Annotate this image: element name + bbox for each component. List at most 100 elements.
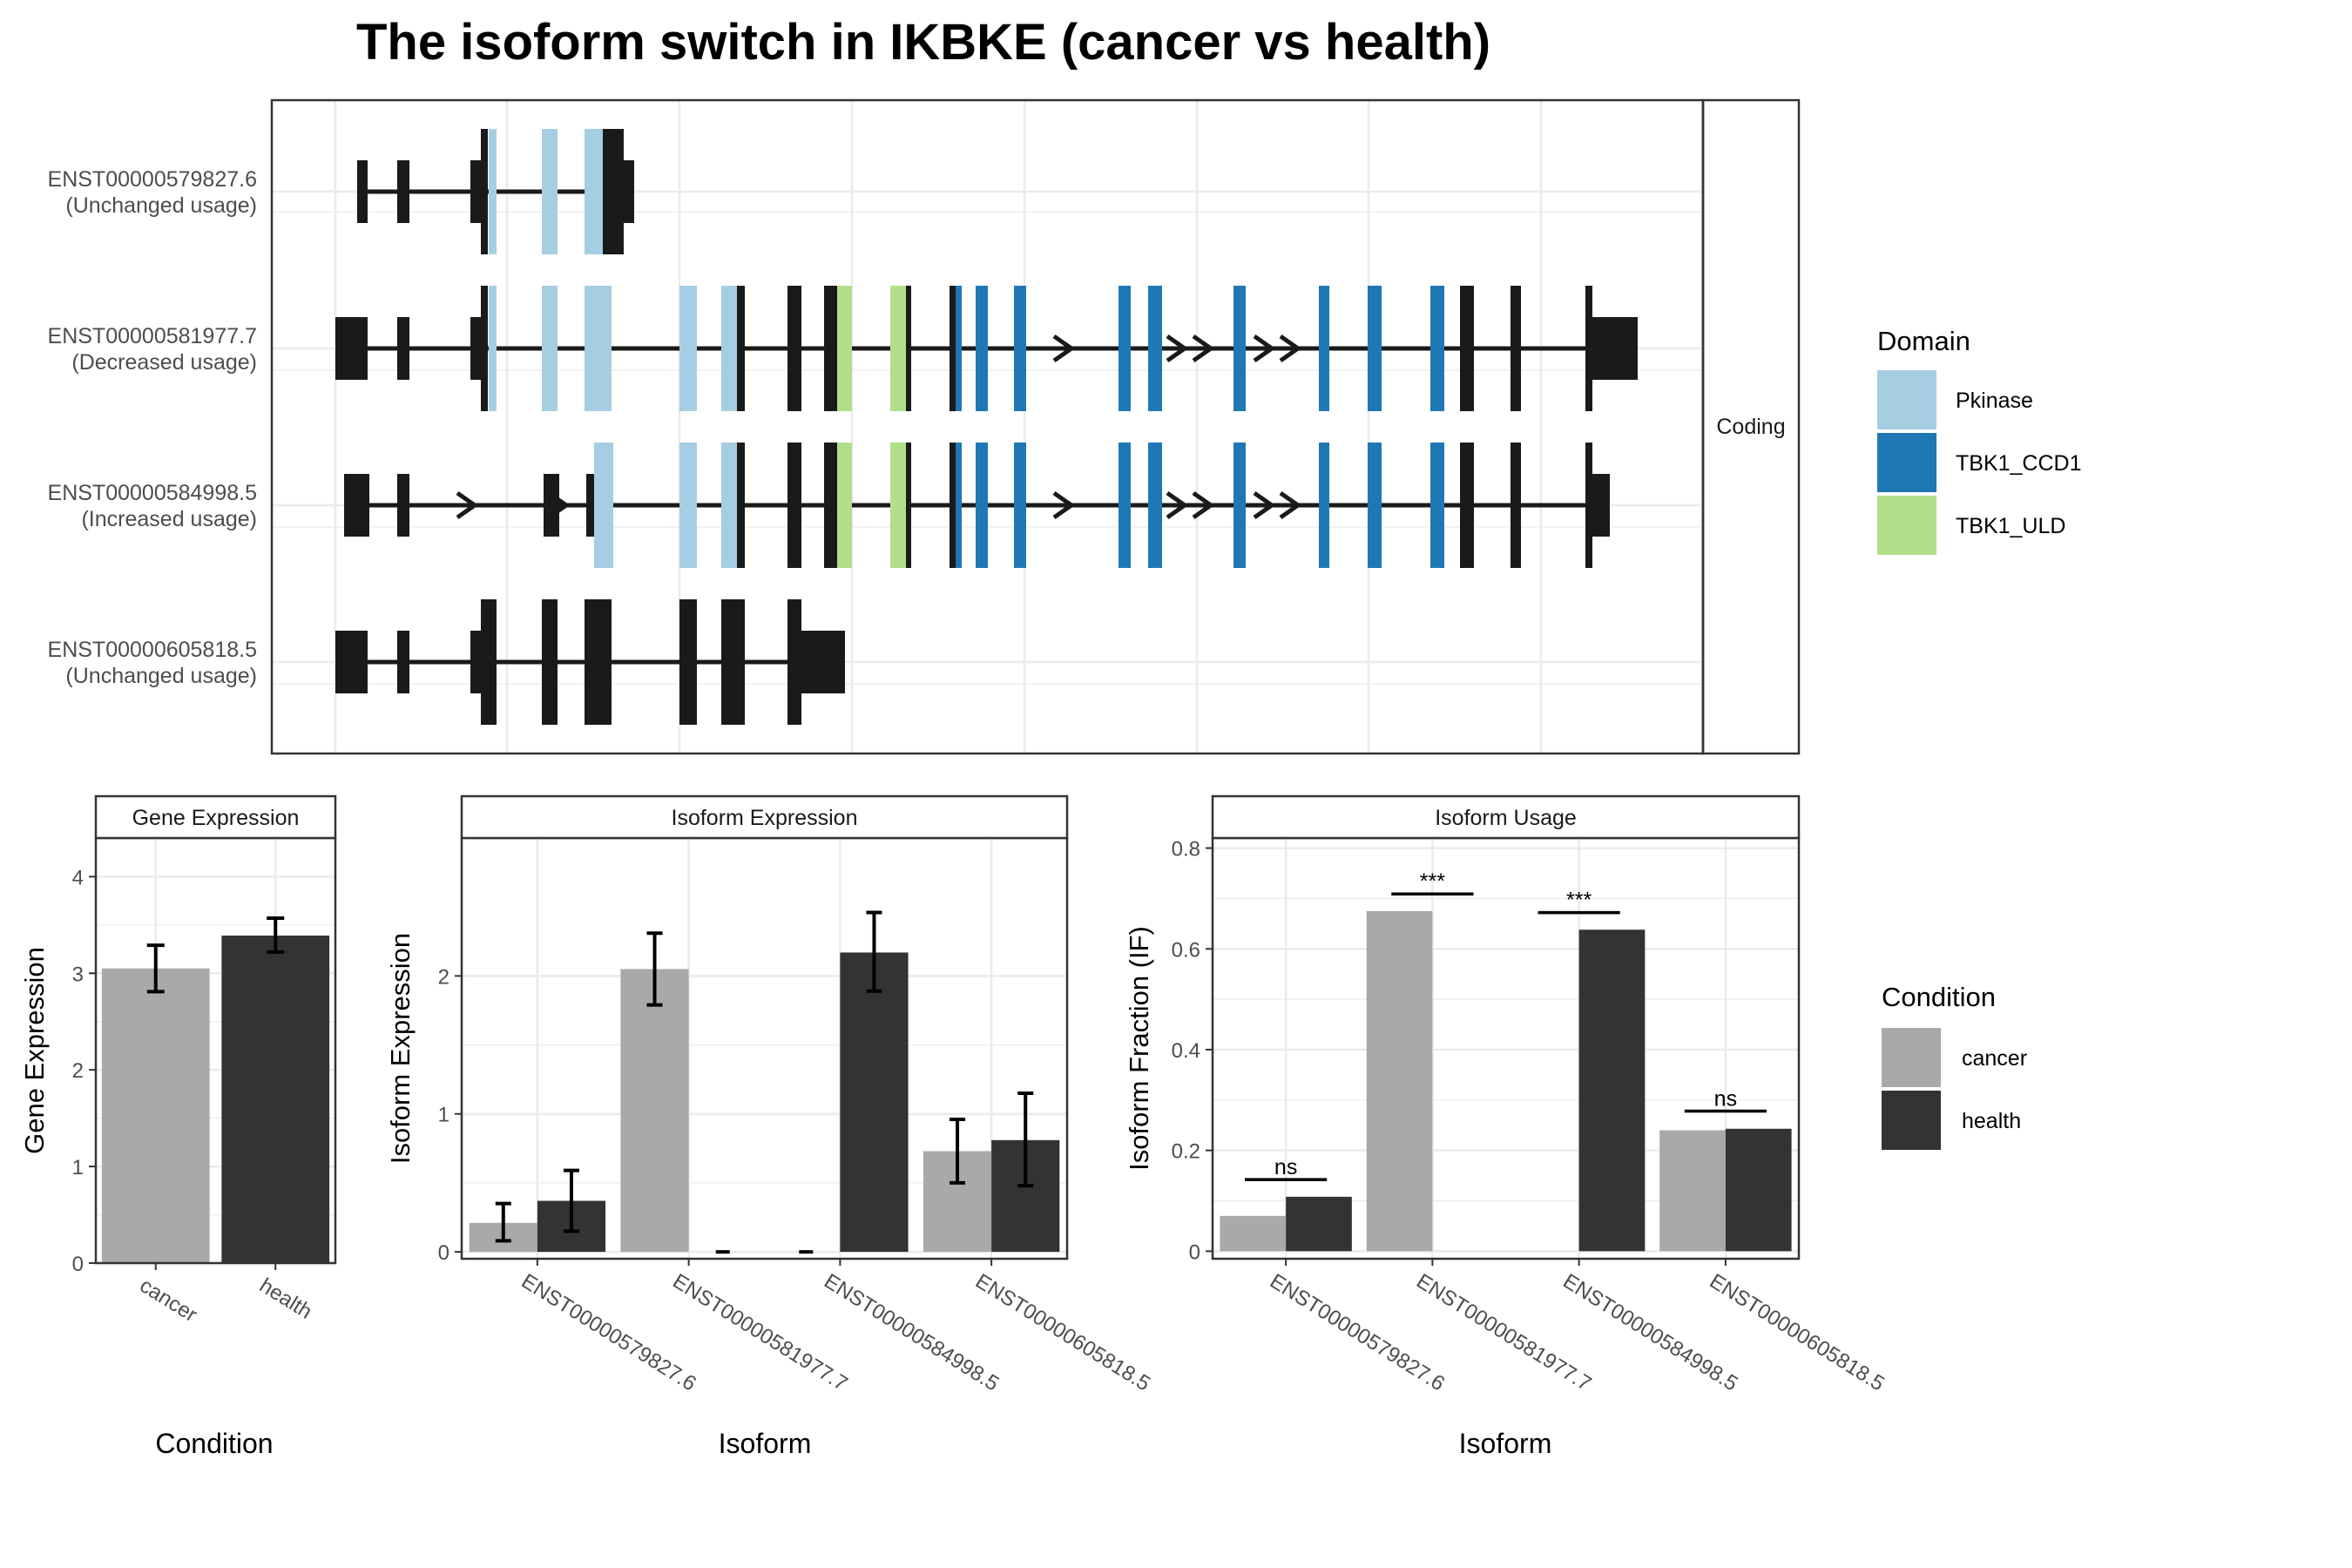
- direction-arrow: [1166, 490, 1189, 520]
- isoform-status: (Increased usage): [81, 507, 257, 531]
- exon: [737, 286, 745, 411]
- exon: [906, 443, 911, 568]
- domain-exon: [1368, 286, 1382, 411]
- significance-label: ns: [1714, 1087, 1737, 1112]
- bar-health: [221, 936, 330, 1263]
- exon: [397, 160, 409, 223]
- exon: [344, 474, 369, 537]
- direction-arrow: [1279, 490, 1302, 520]
- domain-legend-label: Pkinase: [1956, 389, 2033, 413]
- exon: [1585, 443, 1592, 568]
- panel-title: Isoform Expression: [672, 806, 858, 830]
- exon: [737, 443, 745, 568]
- exon: [1592, 317, 1638, 380]
- domain-legend-swatch: [1877, 433, 1936, 492]
- domain-exon: [1233, 286, 1246, 411]
- domain-legend-swatch: [1877, 370, 1936, 429]
- y-tick-label: 0.6: [1172, 938, 1200, 962]
- domain-legend-title: Domain: [1877, 326, 1970, 356]
- exon: [397, 631, 409, 693]
- direction-arrow: [1052, 334, 1076, 363]
- y-tick-label: 2: [438, 965, 449, 989]
- facet-strip: [1211, 794, 1801, 840]
- exon: [950, 443, 956, 568]
- exon: [470, 317, 482, 380]
- y-tick-label: 0: [72, 1253, 84, 1276]
- domain-exon: [956, 443, 962, 568]
- y-tick-label: 0.2: [1172, 1140, 1200, 1164]
- y-tick-label: 1: [438, 1104, 449, 1127]
- exon: [586, 474, 594, 537]
- plot-background: [272, 100, 1703, 754]
- exon: [679, 599, 697, 725]
- direction-arrow: [1166, 334, 1189, 363]
- domain-exon: [489, 129, 497, 254]
- facet-strip: [1701, 98, 1801, 755]
- exon: [787, 599, 801, 725]
- domain-legend-label: TBK1_ULD: [1956, 514, 2065, 538]
- exon: [1460, 286, 1474, 411]
- exon: [1511, 443, 1521, 568]
- x-tick-label: health: [255, 1274, 316, 1324]
- domain-exon: [1319, 286, 1329, 411]
- bar-cancer: [1659, 1130, 1726, 1252]
- condition-legend-swatch: [1882, 1028, 1941, 1087]
- domain-exon: [890, 443, 906, 568]
- exon: [481, 599, 497, 725]
- exon: [335, 317, 368, 380]
- significance-label: ns: [1274, 1155, 1297, 1179]
- domain-exon: [721, 286, 737, 411]
- gene-expression-panel: 0 1 2 3 4 cancer health Gene Expression Gene Exp…: [19, 794, 337, 1459]
- domain-legend-label: TBK1_CCD1: [1956, 451, 2082, 476]
- exon: [335, 631, 368, 693]
- isoform-label: ENST00000579827.6: [48, 167, 257, 192]
- y-axis-title: Gene Expression: [19, 947, 50, 1154]
- domain-exon: [956, 286, 962, 411]
- panel-title: Gene Expression: [132, 806, 300, 830]
- legends: Domain Pkinase TBK1_CCD1 TBK1_ULD Condition c…: [1877, 326, 2082, 1150]
- exon: [481, 129, 488, 254]
- exon: [603, 129, 624, 254]
- y-tick-label: 0: [438, 1241, 449, 1265]
- exon: [585, 599, 612, 725]
- exon: [906, 286, 911, 411]
- facet-strip: [460, 794, 1069, 840]
- domain-exon: [489, 286, 497, 411]
- condition-legend-title: Condition: [1882, 982, 1996, 1012]
- direction-arrow: [1192, 334, 1215, 363]
- panel-title: Isoform Usage: [1435, 806, 1577, 830]
- bar-health: [840, 952, 909, 1253]
- isoform-structure-panel: Coding ENST00000579827.6 (Unchanged usage)…: [48, 98, 1801, 755]
- y-axis-title: Isoform Fraction (IF): [1124, 926, 1154, 1171]
- facet-label: Coding: [1716, 415, 1785, 439]
- isoform-label: ENST00000584998.5: [48, 481, 257, 505]
- domain-exon: [837, 286, 852, 411]
- domain-exon: [585, 286, 612, 411]
- x-axis-title: Isoform: [719, 1428, 812, 1459]
- domain-exon: [1148, 443, 1162, 568]
- y-tick-label: 1: [72, 1156, 84, 1179]
- domain-exon: [542, 129, 558, 254]
- domain-exon: [1148, 286, 1162, 411]
- direction-arrow: [1253, 490, 1276, 520]
- isoform-status: (Unchanged usage): [65, 664, 257, 688]
- bar-cancer: [101, 968, 210, 1263]
- isoform-label: ENST00000605818.5: [48, 638, 257, 662]
- exon: [624, 160, 634, 223]
- exon: [801, 631, 845, 693]
- domain-exon: [679, 286, 697, 411]
- domain-exon: [1319, 443, 1329, 568]
- exon: [542, 599, 558, 725]
- exon: [1585, 286, 1592, 411]
- figure-title: The isoform switch in IKBKE (cancer vs h…: [356, 14, 1490, 71]
- exon: [824, 443, 837, 568]
- domain-exon: [1430, 443, 1444, 568]
- x-axis-title: Isoform: [1459, 1428, 1552, 1459]
- exon: [470, 160, 482, 223]
- x-tick-label: cancer: [136, 1274, 201, 1327]
- domain-exon: [542, 286, 558, 411]
- bar-health: [1725, 1128, 1792, 1252]
- condition-legend-label: health: [1962, 1109, 2021, 1133]
- domain-exon: [679, 443, 697, 568]
